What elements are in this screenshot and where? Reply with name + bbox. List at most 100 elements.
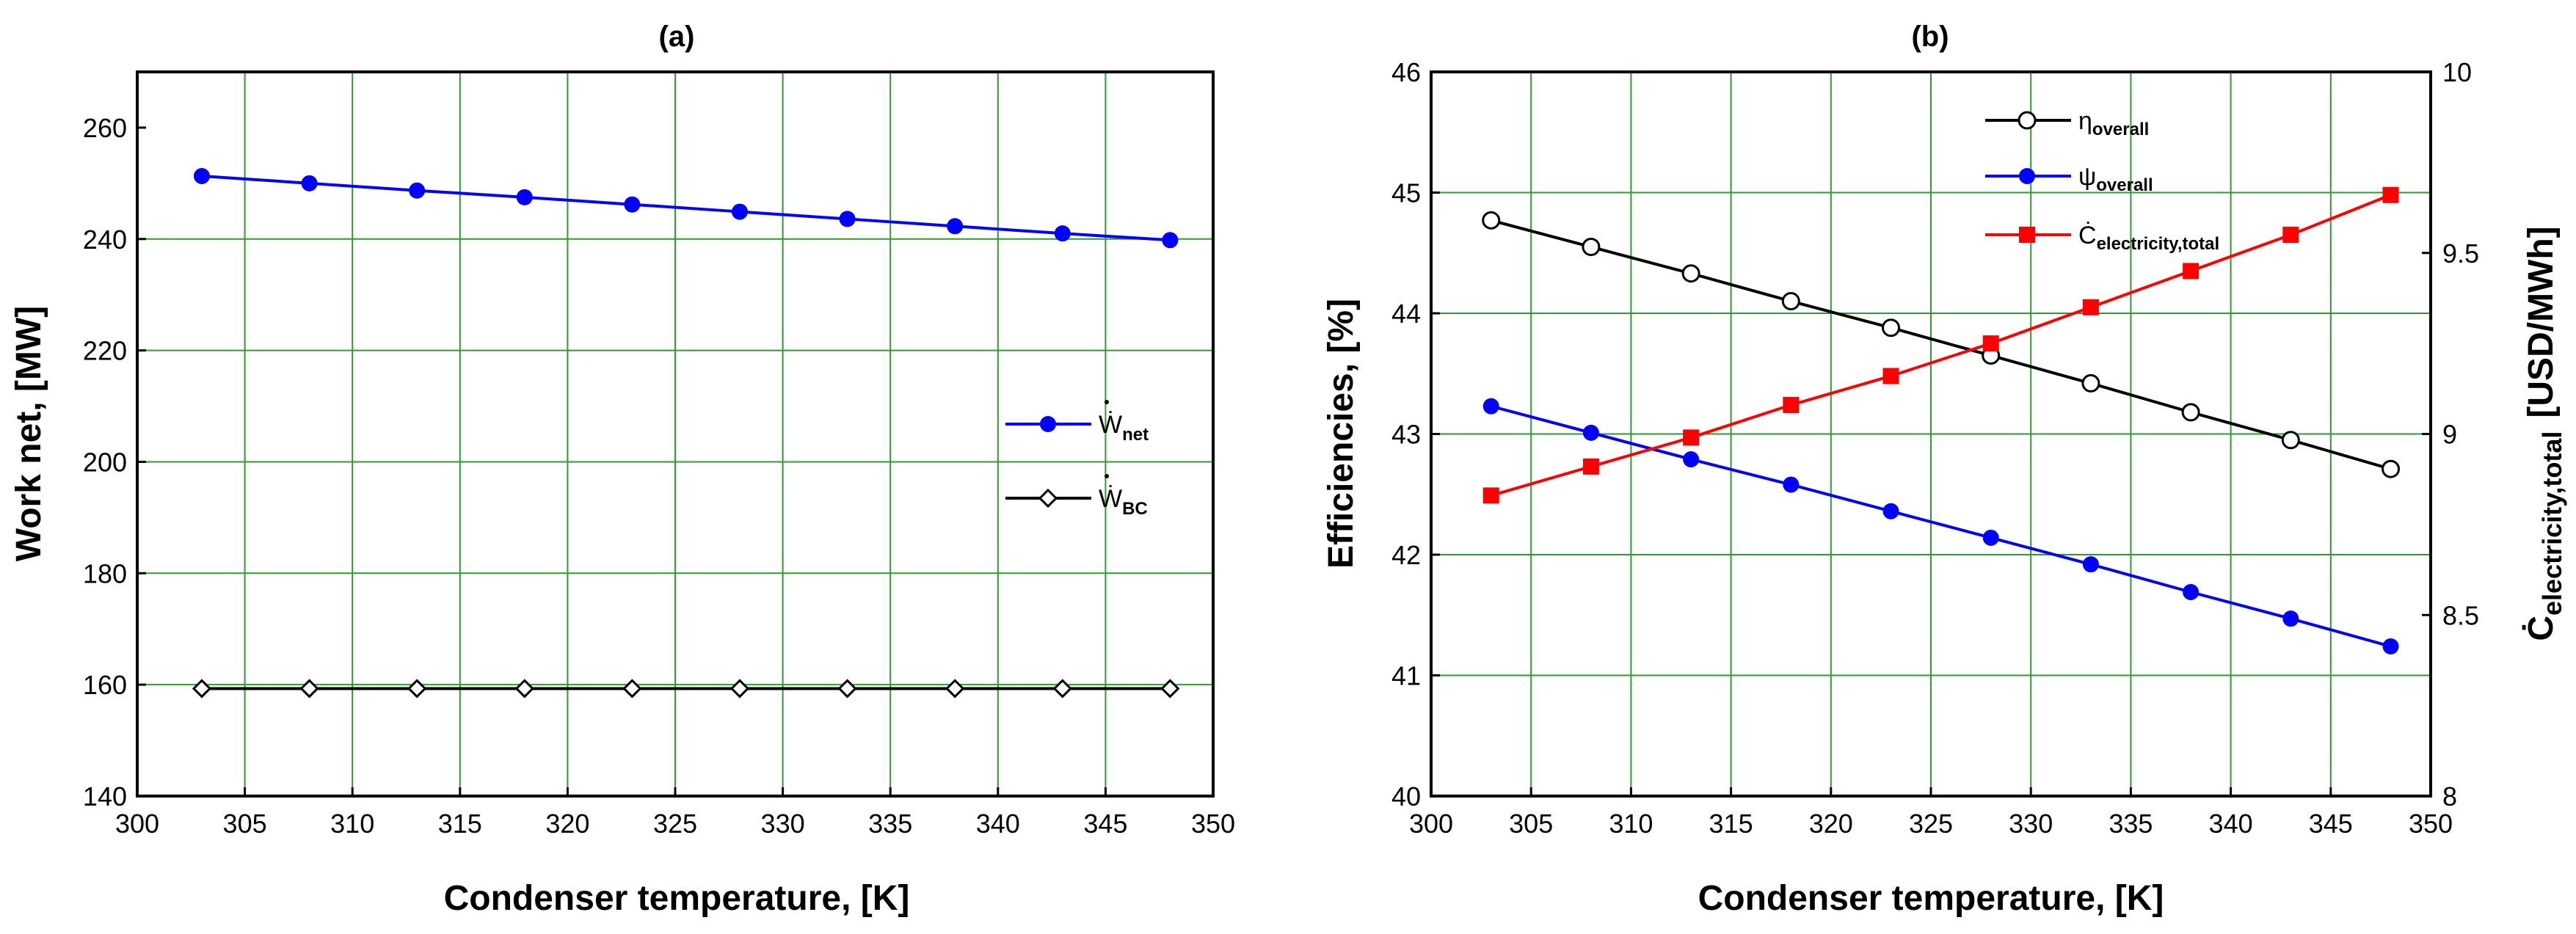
y2-tick-label: 8 (2442, 781, 2457, 811)
dot-accent-icon (1105, 474, 1109, 478)
legend-label-wbc: ẆBC (1099, 485, 1148, 519)
panel-a-title: (a) (659, 21, 695, 53)
data-point (1781, 292, 1800, 311)
legend-item-eta: ηoverall (1985, 107, 2149, 139)
data-point (2082, 556, 2099, 573)
data-point (1681, 264, 1700, 283)
y-tick-label: 46 (1391, 57, 1421, 87)
panel-b-grid (1431, 72, 2431, 796)
legend-item-psi: ψoverall (1985, 163, 2153, 195)
x-tick-label: 315 (438, 809, 482, 839)
data-point (2183, 583, 2200, 600)
panel-a-y-label: Work net, [MW] (10, 306, 48, 561)
legend-label-wnet: Ẇnet (1099, 411, 1149, 445)
data-point (947, 218, 964, 235)
x-tick-label: 300 (1409, 809, 1453, 839)
y-tick-label: 240 (83, 225, 127, 255)
y-tick-label: 140 (83, 781, 127, 811)
data-point (2382, 638, 2399, 655)
data-point (2181, 403, 2200, 422)
legend-marker-cost (2019, 227, 2035, 243)
data-point (1982, 529, 1999, 546)
data-point (1482, 398, 1499, 415)
x-tick-label: 330 (761, 809, 805, 839)
x-tick-label: 340 (976, 809, 1020, 839)
data-point (301, 175, 318, 191)
data-point (514, 679, 534, 698)
x-tick-label: 310 (330, 809, 374, 839)
panel-b-series (1482, 186, 2401, 655)
y-tick-label: 45 (1391, 178, 1421, 208)
data-point (729, 679, 750, 698)
legend-label-psi: ψoverall (2078, 163, 2153, 195)
x-tick-label: 335 (868, 809, 912, 839)
data-point (1882, 503, 1899, 519)
x-tick-label: 320 (1809, 809, 1853, 839)
data-point (2382, 186, 2399, 203)
panel-b-frame (1430, 70, 2432, 798)
data-point (622, 679, 642, 698)
data-point (1683, 429, 1700, 446)
data-point (1582, 424, 1599, 441)
x-tick-label: 310 (1609, 809, 1653, 839)
data-point (1982, 335, 1999, 352)
x-tick-label: 340 (2209, 809, 2253, 839)
data-point (407, 679, 427, 698)
panel-b-y-ticks: 40 41 42 43 44 45 46 (1391, 57, 1440, 811)
x-tick-label: 305 (223, 809, 267, 839)
y-tick-label: 42 (1391, 540, 1421, 570)
data-point (299, 679, 319, 698)
data-point (1783, 476, 1800, 493)
series-b-1 (1482, 398, 2399, 655)
panel-a-x-ticks: 300 305 310 315 320 325 330 335 340 345 350 (115, 787, 1235, 839)
y-tick-label: 40 (1391, 781, 1421, 811)
panel-b-y2-ticks: 8 8.5 9 9.5 10 (2422, 57, 2479, 811)
series-b-2 (1482, 186, 2399, 504)
y2-tick-label: 9.5 (2442, 238, 2479, 269)
data-point (2282, 227, 2299, 244)
y-tick-label: 260 (83, 113, 127, 143)
panel-b-x-label: Condenser temperature, [K] (1698, 879, 2164, 918)
panel-a-y-ticks: 140 160 180 200 220 240 260 (83, 113, 146, 811)
x-tick-label: 335 (2109, 809, 2153, 839)
x-tick-label: 325 (653, 809, 697, 839)
x-tick-label: 320 (545, 809, 589, 839)
legend-marker-wbc (1038, 488, 1058, 508)
data-point (1683, 451, 1700, 468)
data-point (1160, 679, 1180, 698)
data-point (2382, 459, 2401, 478)
x-tick-label: 350 (2409, 809, 2453, 839)
data-point (1052, 679, 1072, 698)
data-point (1783, 397, 1800, 414)
legend-marker-wnet (1040, 416, 1056, 432)
panel-b-title: (b) (1911, 21, 1949, 53)
legend-label-eta: ηoverall (2078, 107, 2149, 139)
data-point (624, 196, 641, 213)
data-point (1882, 368, 1899, 384)
y2-tick-label: 10 (2442, 57, 2472, 87)
y-tick-label: 220 (83, 336, 127, 366)
y-tick-label: 160 (83, 670, 127, 700)
legend-item-wbc: ẆBC (1005, 474, 1148, 519)
series-line (1491, 219, 2392, 471)
data-point (1482, 211, 1501, 230)
data-point (516, 189, 533, 205)
series-line (1491, 404, 2392, 648)
x-tick-label: 325 (1909, 809, 1953, 839)
legend-item-cost: Ċelectricity,total (1985, 222, 2219, 254)
x-tick-label: 330 (2009, 809, 2053, 839)
data-point (193, 167, 210, 184)
series-a-0 (193, 167, 1179, 249)
data-point (2081, 373, 2100, 393)
y2-tick-label: 8.5 (2442, 600, 2479, 630)
data-point (2082, 299, 2099, 315)
series-a-1 (192, 679, 1180, 698)
data-point (839, 211, 856, 227)
panel-b: (b) 300 305 310 315 320 325 330 335 340 345 350 40… (1322, 21, 2567, 918)
panel-b-legend: ηoverall ψoverall Ċelectricity,total (1985, 107, 2219, 254)
dot-accent-icon (1105, 400, 1109, 404)
data-point (945, 679, 965, 698)
legend-marker-eta (2017, 111, 2037, 130)
x-tick-label: 345 (2309, 809, 2353, 839)
